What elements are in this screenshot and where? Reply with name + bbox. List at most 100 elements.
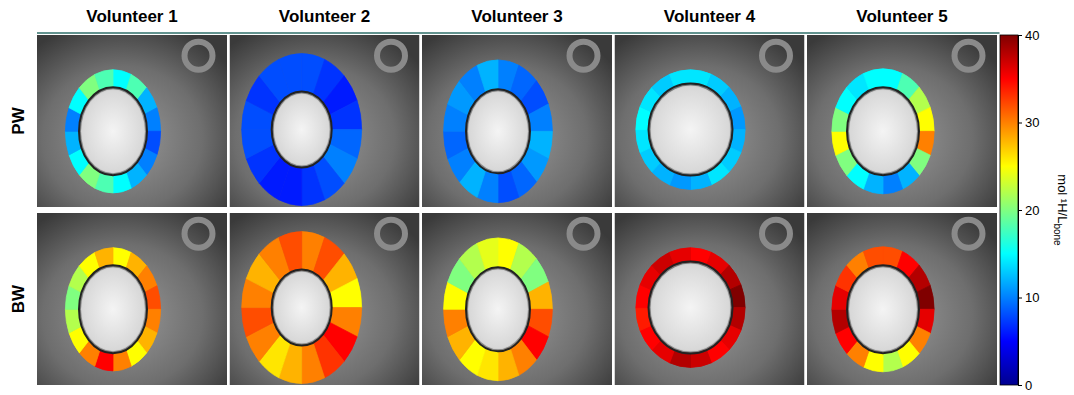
concentration-cell <box>329 101 361 130</box>
marrow <box>849 267 917 351</box>
concentration-cell <box>242 308 274 337</box>
panel <box>807 35 997 207</box>
mri-background <box>422 213 612 385</box>
tick-mark <box>1018 385 1022 386</box>
mri-background <box>807 35 997 207</box>
panel <box>615 213 805 385</box>
tick-label: 30 <box>1025 115 1039 130</box>
ring <box>636 70 745 190</box>
ring <box>636 248 745 368</box>
concentration-cell <box>477 60 498 93</box>
colorbar-title-sub: bone <box>1052 223 1063 246</box>
ring <box>65 248 160 371</box>
background-structure <box>955 220 983 248</box>
colorbar <box>1000 35 1018 385</box>
mri-background <box>807 213 997 385</box>
concentration-cell <box>477 238 498 271</box>
tick: 40 <box>1018 28 1039 43</box>
background-structure <box>377 220 405 248</box>
column-title: Volunteer 4 <box>664 7 756 26</box>
tick-label: 10 <box>1025 290 1039 305</box>
tick-label: 40 <box>1025 28 1039 43</box>
background-structure <box>185 42 213 70</box>
concentration-cell <box>528 282 553 309</box>
concentration-cell <box>329 279 361 308</box>
ring <box>832 247 934 372</box>
cortex-edge <box>649 262 733 354</box>
panel <box>422 35 612 207</box>
row-label: BW <box>9 284 28 313</box>
ring <box>444 238 553 381</box>
marrow <box>468 269 528 349</box>
background-structure <box>570 42 598 70</box>
panel <box>37 213 227 385</box>
row-label: PW <box>9 106 28 134</box>
mri-background <box>37 35 227 207</box>
background-structure <box>377 42 405 70</box>
panel <box>807 213 997 385</box>
background-structure <box>185 220 213 248</box>
cortex-edge <box>466 89 530 173</box>
tick: 30 <box>1018 115 1039 130</box>
concentration-cell <box>242 130 274 159</box>
concentration-cell <box>498 170 519 203</box>
tick: 10 <box>1018 290 1039 305</box>
ring <box>832 69 934 194</box>
concentration-cell <box>498 348 519 381</box>
marrow <box>651 86 731 174</box>
concentration-cell <box>302 343 325 384</box>
mri-background <box>615 213 805 385</box>
column-title: Volunteer 2 <box>279 7 370 26</box>
mri-background <box>422 35 612 207</box>
concentration-cell <box>444 131 469 158</box>
figure: Volunteer 1 Volunteer 2 Volunteer 3 Volunte… <box>0 0 1074 395</box>
tick-mark <box>1018 35 1022 36</box>
mri-background <box>615 35 805 207</box>
cortex-edge <box>847 265 919 353</box>
cortex-edge <box>79 87 147 175</box>
cortex-edge <box>79 265 147 353</box>
tick-label: 20 <box>1025 203 1039 218</box>
colorbar-title: mol ¹H/Lbone <box>1052 174 1070 246</box>
background-structure <box>955 42 983 70</box>
marrow <box>849 89 917 173</box>
cortex-edge <box>847 87 919 175</box>
tick-mark <box>1018 210 1022 211</box>
tick: 20 <box>1018 203 1039 218</box>
concentration-cell <box>444 309 469 336</box>
axis-line <box>1019 36 1023 386</box>
panel <box>615 35 805 207</box>
ring <box>444 60 553 203</box>
panel <box>230 35 420 207</box>
concentration-cell <box>279 54 302 95</box>
colorbar-axis: 0 10 20 30 40 <box>1018 28 1039 393</box>
marrow <box>274 272 330 344</box>
tick-mark <box>1018 298 1022 299</box>
ring <box>242 54 362 206</box>
cortex-edge <box>649 84 733 176</box>
tick-label: 0 <box>1025 378 1032 393</box>
marrow <box>274 94 330 166</box>
background-structure <box>570 220 598 248</box>
panel <box>230 213 420 385</box>
marrow <box>651 264 731 352</box>
cortex-edge <box>466 267 530 351</box>
panel <box>422 213 612 385</box>
mri-background <box>37 213 227 385</box>
panel <box>37 35 227 207</box>
top-rule <box>37 32 1000 34</box>
concentration-cell <box>302 165 325 206</box>
column-title: Volunteer 3 <box>471 7 562 26</box>
mri-background <box>230 213 420 385</box>
mri-background <box>230 35 420 207</box>
tick-mark <box>1018 123 1022 124</box>
cortex-edge <box>272 270 332 346</box>
tick: 0 <box>1018 378 1032 393</box>
marrow <box>468 91 528 171</box>
marrow <box>81 267 145 351</box>
concentration-cell <box>528 104 553 131</box>
ring <box>65 70 160 193</box>
marrow <box>81 89 145 173</box>
background-structure <box>762 42 790 70</box>
column-title: Volunteer 1 <box>86 7 177 26</box>
